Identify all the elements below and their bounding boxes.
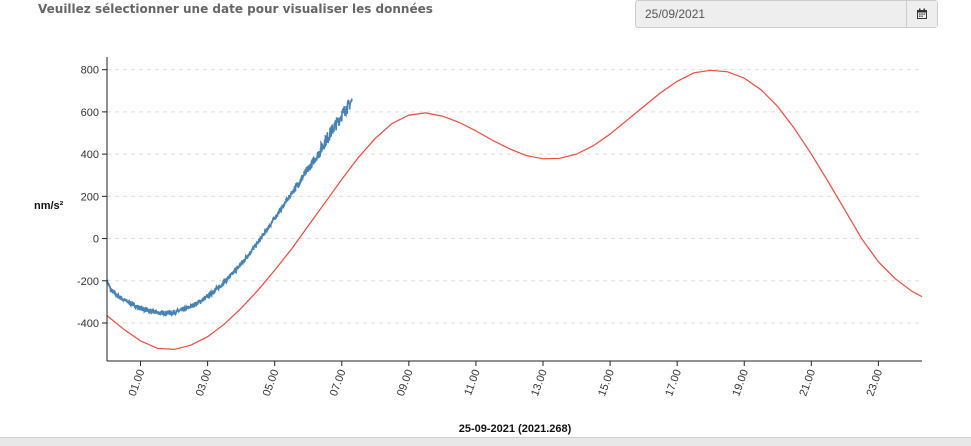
y-tick-label: 400: [81, 149, 99, 161]
x-tick-label: 15.00: [596, 368, 617, 398]
bottom-strip: [0, 437, 971, 446]
x-tick-label: 03.00: [194, 368, 215, 398]
y-axis-label: nm/s²: [34, 200, 64, 212]
date-picker[interactable]: [635, 0, 938, 28]
x-tick-label: 23.00: [865, 368, 886, 398]
observed-series-line: [106, 98, 353, 318]
date-input[interactable]: [636, 1, 906, 27]
x-tick-label: 17.00: [663, 368, 684, 398]
y-tick-label: -400: [77, 318, 99, 330]
y-tick-label: -200: [77, 276, 99, 288]
page-prompt: Veuillez sélectionner une date pour visu…: [38, 2, 433, 16]
x-axis-label: 25-09-2021 (2021.268): [459, 423, 572, 435]
grid-lines: [107, 69, 922, 324]
x-tick-label: 19.00: [730, 368, 751, 398]
y-tick-label: 0: [93, 234, 99, 246]
x-tick-label: 07.00: [328, 368, 349, 398]
x-tick-label: 01.00: [127, 368, 148, 398]
x-tick-label: 13.00: [529, 368, 550, 398]
x-tick-label: 21.00: [797, 368, 818, 398]
x-tick-labels: 01.00 03.00 05.00 07.00 09.00 11.00 13.00 15.00…: [127, 361, 886, 398]
x-tick-label: 11.00: [462, 368, 482, 397]
model-series-line: [106, 69, 923, 351]
calendar-icon: [917, 8, 927, 19]
x-tick-label: 05.00: [261, 368, 282, 398]
y-tick-label: 200: [81, 191, 99, 203]
series: [106, 69, 923, 351]
y-tick-label: 600: [81, 107, 99, 119]
x-tick-label: 09.00: [395, 368, 416, 398]
y-tick-labels: 800 600 400 200 0 -200 -400: [77, 65, 107, 330]
y-tick-label: 800: [81, 65, 99, 77]
calendar-button[interactable]: [906, 1, 937, 27]
